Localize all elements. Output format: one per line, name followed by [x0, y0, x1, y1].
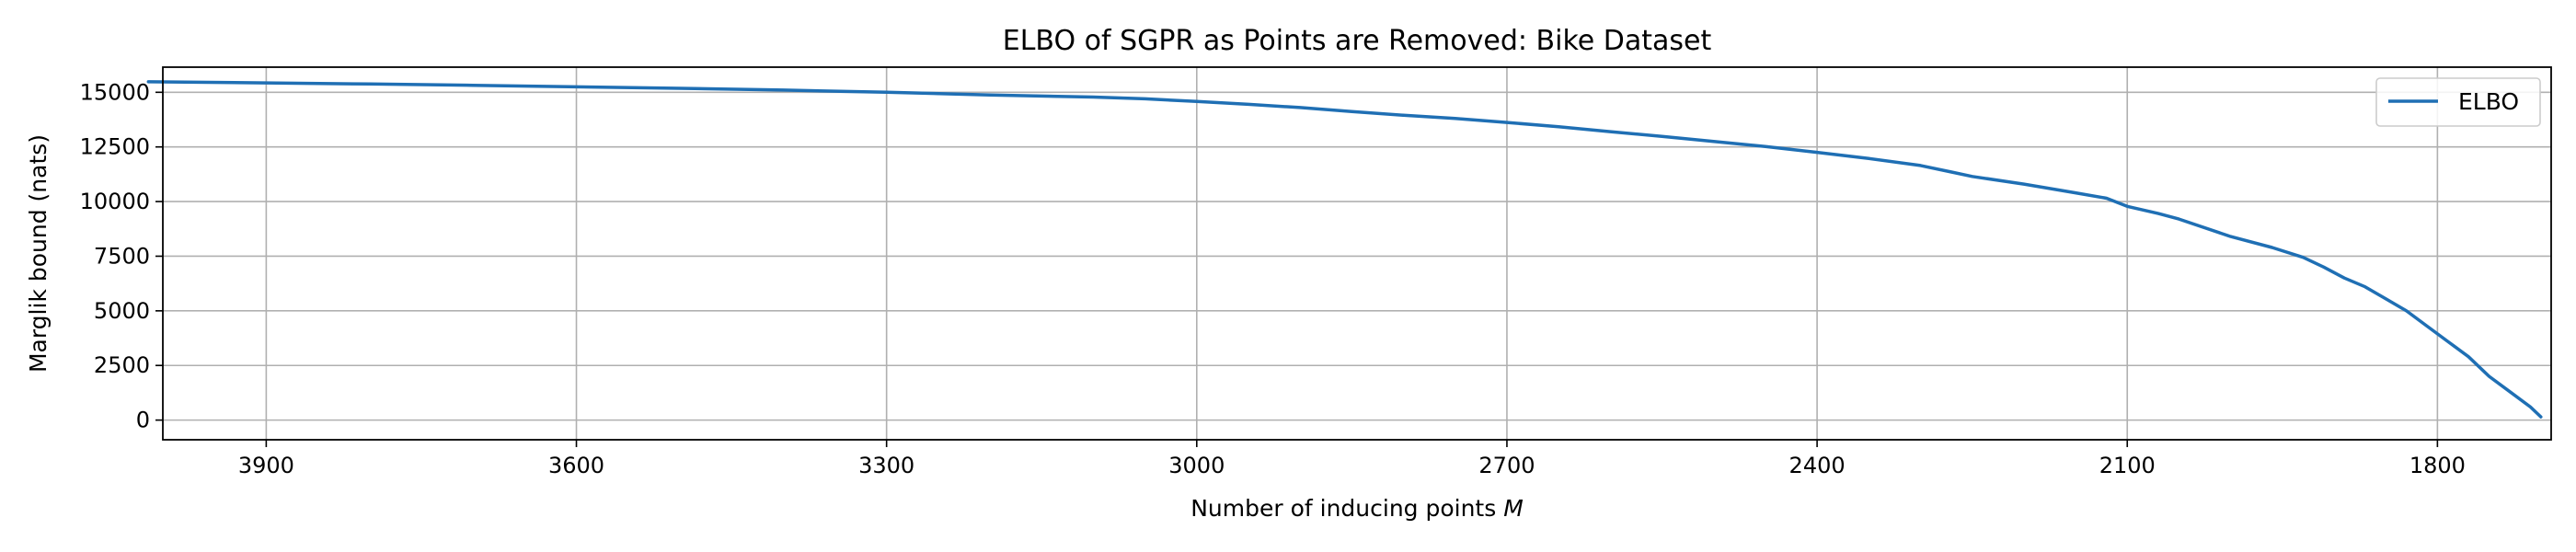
- x-axis-ticks: 3900 3600 3300 3000 2700 2400 2100 1800: [238, 440, 2466, 478]
- x-tick-label: 2400: [1789, 453, 1846, 478]
- y-tick-label: 10000: [80, 189, 150, 214]
- y-axis-ticks: 0 2500 5000 7500 10000 12500 15000: [80, 79, 163, 433]
- x-tick-label: 2700: [1478, 453, 1535, 478]
- y-tick-label: 0: [136, 408, 150, 433]
- x-tick-label: 2100: [2099, 453, 2156, 478]
- y-tick-label: 15000: [80, 79, 150, 105]
- grid: [163, 67, 2551, 440]
- y-tick-label: 12500: [80, 134, 150, 160]
- legend-label-elbo: ELBO: [2458, 88, 2519, 115]
- x-axis-label-variable: M: [1503, 495, 1524, 522]
- plot-frame: [162, 66, 2552, 441]
- x-axis-label-text: Number of inducing points: [1190, 495, 1496, 522]
- y-axis-label: Marglik bound (nats): [25, 134, 52, 373]
- y-tick-label: 5000: [94, 298, 150, 324]
- y-tick-label: 2500: [94, 352, 150, 378]
- x-axis-label: Number of inducing points M: [1190, 495, 1524, 522]
- legend: ELBO: [2375, 77, 2541, 127]
- series-line-elbo: [146, 80, 2543, 419]
- legend-box: [2375, 77, 2541, 127]
- x-tick-label: 1800: [2409, 453, 2466, 478]
- x-tick-label: 3000: [1168, 453, 1225, 478]
- x-tick-label: 3600: [548, 453, 604, 478]
- x-tick-label: 3900: [238, 453, 294, 478]
- y-tick-label: 7500: [94, 243, 150, 269]
- series-layer: [146, 80, 2543, 419]
- x-tick-label: 3300: [858, 453, 914, 478]
- chart-title: ELBO of SGPR as Points are Removed: Bike…: [1003, 25, 1712, 57]
